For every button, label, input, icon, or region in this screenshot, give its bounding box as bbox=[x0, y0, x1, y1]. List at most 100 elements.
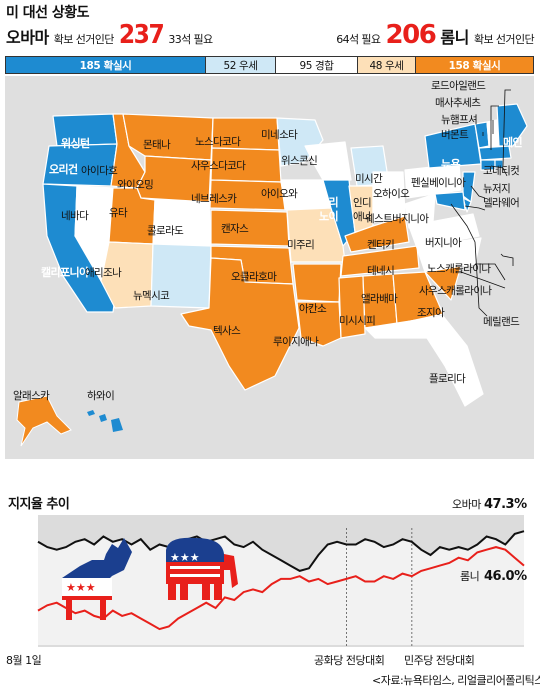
label-south-carolina: 사우스캐롤라이나 bbox=[419, 285, 492, 297]
romney-electors: 206 bbox=[385, 20, 437, 50]
label-north-carolina: 노스캐롤라이나 bbox=[427, 263, 491, 275]
obama-final-value: 47.3% bbox=[484, 497, 527, 512]
label-ohio: 오하이오 bbox=[373, 187, 410, 200]
label-maine: 메인 bbox=[503, 135, 523, 149]
romney-series-name: 롬니 bbox=[460, 570, 479, 583]
state-mississippi bbox=[338, 275, 366, 339]
chart-title: 지지율 추이 bbox=[8, 497, 70, 512]
state-georgia bbox=[392, 271, 444, 325]
label-mississippi: 미시시피 bbox=[339, 315, 375, 327]
svg-text:★★★: ★★★ bbox=[170, 551, 200, 564]
state-hawaii bbox=[87, 410, 123, 432]
romney-name: 롬니 bbox=[440, 28, 469, 47]
label-indiana-1: 인디 bbox=[353, 197, 371, 209]
label-hawaii: 하와이 bbox=[87, 389, 114, 402]
source-credit: <자료:뉴욕타임스, 리얼클리어폴리틱스> bbox=[372, 673, 540, 687]
democrat-donkey-icon: ★★★ bbox=[62, 538, 132, 620]
obama-name: 오바마 bbox=[6, 28, 49, 47]
page-title: 미 대선 상황도 bbox=[6, 5, 90, 21]
x-start-label: 8월 1일 bbox=[6, 653, 42, 667]
label-california: 캘리포니아 bbox=[41, 265, 90, 279]
series-line-obama bbox=[37, 530, 525, 572]
state-colorado bbox=[152, 199, 212, 247]
label-pennsylvania: 펜실베이니아 bbox=[411, 177, 466, 189]
label-oklahoma: 오클라호마 bbox=[231, 271, 277, 283]
state-florida bbox=[364, 315, 484, 407]
obama-needed: 33석 필요 bbox=[168, 33, 213, 46]
label-kansas: 캔자스 bbox=[221, 223, 249, 235]
label-south-dakota: 사우스다코다 bbox=[191, 160, 246, 172]
label-colorado: 콜로라도 bbox=[147, 225, 184, 237]
state-maryland bbox=[434, 191, 466, 211]
label-arizona: 애리조나 bbox=[85, 267, 122, 279]
state-texas bbox=[180, 257, 300, 391]
label-wisconsin: 위스콘신 bbox=[281, 154, 317, 167]
segment-obama-sure: 185 확실시 bbox=[6, 57, 206, 73]
series-line-romney bbox=[37, 546, 525, 631]
poll-trend-chart: ★★★ ★★★ 오바마 47.3% 롬니 46.0% 8월 1일 공화당 전당대… bbox=[6, 497, 540, 687]
segment-obama-lean: 52 우세 bbox=[206, 57, 276, 73]
state-virginia bbox=[408, 213, 480, 249]
romney-needed: 64석 필요 bbox=[336, 33, 381, 46]
label-indiana-2: 애나 bbox=[353, 211, 372, 223]
state-west-virginia bbox=[404, 193, 436, 229]
us-electoral-map: 워싱턴 오리건 캘리포니아 네바다 아이다호 몬태나 와이오밍 유타 애리조나 … bbox=[5, 76, 534, 459]
segment-romney-lean: 48 우세 bbox=[358, 57, 416, 73]
label-virginia: 버지니아 bbox=[425, 237, 462, 249]
event-label-rnc: 공화당 전당대회 bbox=[314, 654, 384, 667]
obama-secured-label: 확보 선거인단 bbox=[53, 33, 115, 46]
label-texas: 텍사스 bbox=[213, 325, 241, 337]
label-west-virginia: 웨스트버지니아 bbox=[365, 213, 429, 225]
svg-text:★★★: ★★★ bbox=[66, 581, 96, 594]
label-oregon: 오리건 bbox=[49, 162, 78, 176]
electoral-segment-bar: 185 확실시 52 우세 95 경합 48 우세 158 확실시 bbox=[5, 56, 534, 74]
label-vermont: 버몬트 bbox=[441, 129, 469, 141]
label-tennessee: 테네시 bbox=[367, 265, 394, 277]
state-missouri bbox=[286, 207, 346, 263]
label-new-mexico: 뉴멕시코 bbox=[133, 290, 170, 302]
label-minnesota: 미네소타 bbox=[261, 129, 298, 141]
label-new-york: 뉴욕 bbox=[441, 158, 461, 171]
label-illinois-1: 일리 bbox=[319, 195, 338, 209]
obama-series-name: 오바마 bbox=[452, 498, 481, 511]
state-arkansas bbox=[292, 263, 342, 303]
republican-elephant-icon: ★★★ bbox=[166, 537, 238, 600]
romney-secured-label: 확보 선거인단 bbox=[473, 33, 535, 46]
label-delaware: 델라웨어 bbox=[483, 197, 519, 209]
label-idaho: 아이다호 bbox=[81, 165, 118, 177]
state-arizona bbox=[100, 241, 154, 309]
label-utah: 유타 bbox=[109, 207, 128, 219]
romney-final-value: 46.0% bbox=[484, 569, 527, 584]
label-montana: 몬태나 bbox=[143, 139, 171, 151]
label-maryland: 메릴랜드 bbox=[483, 315, 520, 328]
label-iowa: 아이오와 bbox=[261, 188, 298, 200]
label-florida: 플로리다 bbox=[429, 373, 466, 385]
segment-romney-sure: 158 확실시 bbox=[416, 57, 533, 73]
label-connecticut: 코네티컷 bbox=[483, 165, 519, 177]
label-arkansas: 아칸소 bbox=[299, 303, 327, 315]
label-washington: 워싱턴 bbox=[61, 136, 90, 150]
state-kansas bbox=[210, 209, 290, 247]
label-illinois-2: 노이 bbox=[319, 209, 338, 223]
label-georgia: 조지아 bbox=[417, 307, 445, 319]
label-alaska: 알래스카 bbox=[13, 390, 50, 402]
state-tennessee bbox=[340, 245, 420, 277]
label-kentucky: 켄터키 bbox=[367, 239, 394, 251]
label-new-hampshire: 뉴햄프셔 bbox=[441, 114, 477, 126]
state-connecticut bbox=[480, 159, 496, 171]
state-alaska bbox=[16, 395, 72, 447]
label-new-jersey: 뉴저지 bbox=[483, 183, 510, 195]
chart-obama-area bbox=[38, 531, 524, 645]
obama-summary: 오바마 확보 선거인단 237 33석 필요 bbox=[6, 20, 213, 50]
segment-tossup: 95 경합 bbox=[276, 57, 358, 73]
event-label-dnc: 민주당 전당대회 bbox=[404, 654, 474, 667]
obama-electors: 237 bbox=[118, 20, 165, 50]
state-kentucky bbox=[344, 215, 410, 253]
state-louisiana bbox=[296, 301, 342, 347]
label-rhode-island: 로드아일랜드 bbox=[431, 79, 486, 92]
label-north-dakota: 노스다코다 bbox=[195, 136, 241, 148]
us-map-svg: 워싱턴 오리건 캘리포니아 네바다 아이다호 몬태나 와이오밍 유타 애리조나 … bbox=[9, 79, 528, 448]
label-massachusetts: 매사추세츠 bbox=[435, 97, 481, 109]
label-nevada: 네바다 bbox=[61, 210, 89, 222]
label-nebraska: 네브레스카 bbox=[191, 193, 237, 205]
